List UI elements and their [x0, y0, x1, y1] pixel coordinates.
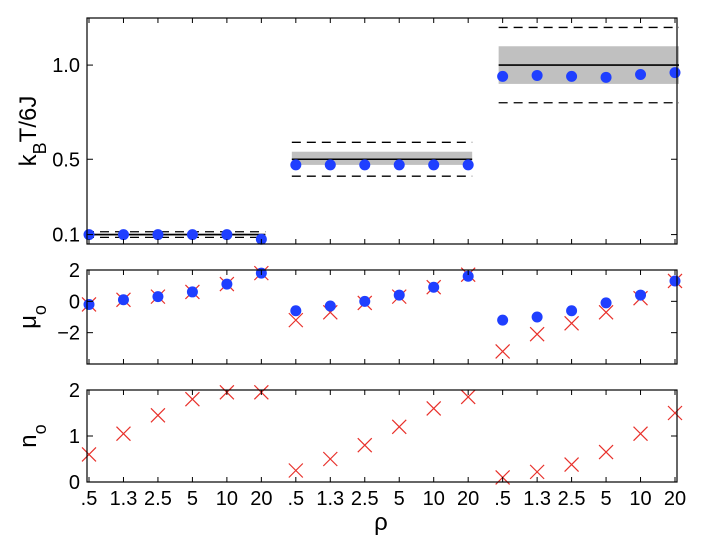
axes-frame — [86, 269, 678, 365]
dot-marker-15 — [566, 305, 578, 317]
cross-marker-7 — [288, 463, 304, 478]
x-tick-label: 10 — [216, 488, 238, 510]
cross-marker-11 — [426, 400, 442, 416]
dot-marker-14 — [531, 69, 543, 81]
y-tick-label: 2 — [69, 380, 80, 402]
axes-frame — [86, 389, 678, 483]
cross-marker-17 — [633, 426, 648, 442]
cross-marker-4 — [184, 391, 200, 407]
cross-marker-1 — [81, 446, 97, 462]
dot-marker-15 — [566, 70, 578, 82]
x-tick-label: 20 — [664, 488, 686, 510]
dot-marker-11 — [428, 159, 440, 171]
x-tick-label: .5 — [81, 488, 98, 510]
cross-marker-9 — [357, 437, 373, 453]
dot-marker-10 — [393, 159, 405, 171]
y-axis-label: no — [15, 424, 50, 447]
x-axis-label: ρ — [374, 509, 388, 536]
x-tick-label: 1.3 — [523, 488, 551, 510]
dot-marker-5 — [221, 229, 233, 241]
cross-marker-18 — [667, 405, 683, 421]
x-tick-label: 20 — [250, 488, 272, 510]
dot-marker-13 — [497, 70, 509, 82]
cross-marker-10 — [391, 419, 407, 435]
y-tick-label: 2 — [69, 260, 80, 282]
dot-marker-8 — [324, 300, 336, 312]
dot-marker-8 — [324, 159, 336, 171]
dot-marker-9 — [359, 295, 371, 307]
dot-marker-16 — [600, 297, 612, 309]
dot-marker-7 — [290, 159, 302, 171]
y-tick-label: 0 — [69, 291, 80, 313]
cross-marker-3 — [150, 407, 166, 423]
x-tick-label: 5 — [600, 488, 611, 510]
x-tick-label: 2.5 — [558, 488, 586, 510]
dot-marker-11 — [428, 281, 440, 293]
y-axis-label: kBT/6J — [15, 96, 50, 167]
x-tick-label: .5 — [494, 488, 511, 510]
dot-marker-5 — [221, 278, 233, 290]
cross-marker-16 — [598, 304, 614, 320]
dot-marker-9 — [359, 159, 371, 171]
x-tick-label: 5 — [394, 488, 405, 510]
dot-marker-12 — [462, 270, 474, 282]
y-tick-label: 0 — [69, 472, 80, 494]
dot-marker-3 — [152, 229, 164, 241]
dot-marker-7 — [290, 305, 302, 317]
x-tick-label: 10 — [423, 488, 445, 510]
x-tick-label: .5 — [287, 488, 304, 510]
panel-occupation: 0 1 2 no — [15, 380, 683, 494]
dot-marker-18 — [669, 67, 681, 79]
cross-marker-15 — [564, 457, 580, 472]
y-tick-label: 1 — [69, 426, 80, 448]
cross-marker-14 — [529, 326, 545, 342]
dot-marker-2 — [117, 294, 129, 306]
y-tick-label: 0.1 — [52, 225, 80, 247]
cross-marker-16 — [598, 444, 614, 460]
dot-marker-18 — [669, 275, 681, 287]
cross-marker-15 — [564, 315, 580, 331]
dot-marker-12 — [462, 159, 474, 171]
dot-marker-2 — [117, 229, 129, 241]
cross-marker-7 — [288, 312, 304, 328]
dot-marker-4 — [186, 286, 198, 298]
y-tick-label: −2 — [57, 323, 80, 345]
x-tick-label: 1.3 — [110, 488, 138, 510]
dot-marker-17 — [635, 289, 647, 301]
cross-marker-8 — [322, 451, 338, 467]
axes-frame — [86, 17, 678, 245]
x-tick-label: 1.3 — [316, 488, 344, 510]
y-tick-label: 1.0 — [52, 55, 80, 77]
y-tick-label: 0.5 — [52, 149, 80, 171]
uncertainty-band-2 — [291, 151, 473, 165]
dot-marker-14 — [531, 311, 543, 323]
cross-marker-13 — [495, 344, 511, 359]
x-tick-label: 20 — [457, 488, 479, 510]
dot-marker-4 — [186, 229, 198, 241]
dot-marker-17 — [635, 69, 647, 80]
dot-marker-16 — [600, 71, 612, 83]
dot-marker-1 — [83, 298, 95, 310]
y-axis-label: μo — [15, 305, 50, 329]
dot-marker-10 — [393, 289, 405, 301]
cross-marker-14 — [529, 464, 545, 480]
x-tick-label: 10 — [629, 488, 651, 510]
cross-marker-2 — [116, 426, 131, 442]
x-tick-label: 2.5 — [351, 488, 379, 510]
x-tick-label: 2.5 — [144, 488, 172, 510]
cross-marker-12 — [460, 389, 476, 405]
x-tick-label: 5 — [187, 488, 198, 510]
panel-chemical-potential: −2 0 2 μo — [15, 260, 683, 365]
dot-marker-13 — [497, 314, 509, 326]
x-tick-labels: .5 1.3 2.5 5 10 20 .5 1.3 2.5 5 10 20 .5 1.3 2.5 5 10 20 — [81, 488, 686, 510]
dot-marker-3 — [152, 291, 164, 303]
